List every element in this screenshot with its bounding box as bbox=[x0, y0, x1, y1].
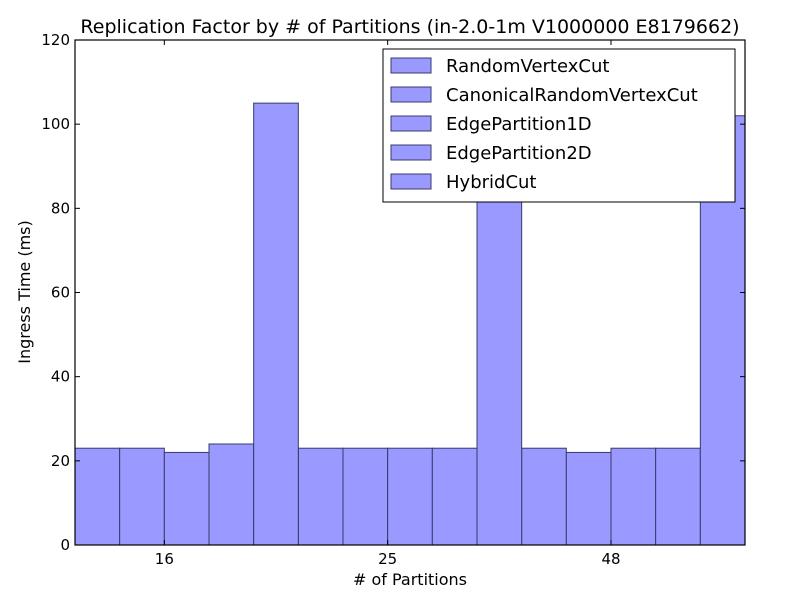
legend-swatch bbox=[390, 86, 432, 103]
bar-RandomVertexCut-48 bbox=[521, 447, 567, 546]
bar-RandomVertexCut-25 bbox=[297, 447, 344, 546]
y-tick-label: 80 bbox=[51, 199, 70, 217]
legend-label: HybridCut bbox=[446, 172, 536, 193]
bar-HybridCut-16 bbox=[253, 102, 299, 546]
x-tick-label: 16 bbox=[155, 550, 174, 568]
x-tick-label: 25 bbox=[378, 550, 397, 568]
y-tick-label: 40 bbox=[51, 368, 70, 386]
x-tick-label: 48 bbox=[601, 550, 620, 568]
bar-EdgePartition1D-25 bbox=[387, 447, 433, 546]
legend-swatch bbox=[390, 115, 432, 132]
legend: RandomVertexCut CanonicalRandomVertexCut E… bbox=[382, 48, 736, 203]
y-axis: 0 20 40 60 80 100 120 bbox=[41, 31, 745, 554]
bar-EdgePartition2D-16 bbox=[208, 443, 255, 546]
y-tick-label: 100 bbox=[41, 115, 70, 133]
legend-swatch bbox=[390, 144, 432, 161]
bar-CanonicalRandomVertexCut-48 bbox=[565, 451, 612, 546]
bar-CanonicalRandomVertexCut-25 bbox=[342, 447, 389, 546]
legend-swatch bbox=[390, 173, 432, 190]
y-tick-label: 0 bbox=[60, 536, 70, 554]
legend-label: EdgePartition1D bbox=[446, 114, 592, 135]
legend-label: EdgePartition2D bbox=[446, 143, 592, 164]
bar-RandomVertexCut-16 bbox=[74, 447, 121, 546]
bar-EdgePartition1D-16 bbox=[163, 451, 210, 546]
chart-title: Replication Factor by # of Partitions (i… bbox=[80, 16, 739, 38]
bar-CanonicalRandomVertexCut-16 bbox=[119, 447, 165, 546]
bar-EdgePartition2D-25 bbox=[431, 447, 478, 546]
bar-HybridCut-25 bbox=[476, 178, 523, 546]
y-tick-label: 120 bbox=[41, 31, 70, 49]
y-tick-label: 20 bbox=[51, 452, 70, 470]
bars-group bbox=[74, 102, 746, 546]
x-axis: 16 25 48 bbox=[155, 40, 621, 568]
y-axis-label: Ingress Time (ms) bbox=[15, 220, 34, 364]
legend-label: CanonicalRandomVertexCut bbox=[446, 85, 698, 106]
legend-label: RandomVertexCut bbox=[446, 56, 609, 77]
bar-EdgePartition1D-48 bbox=[610, 447, 657, 546]
bar-EdgePartition2D-48 bbox=[655, 447, 701, 546]
y-tick-label: 60 bbox=[51, 284, 70, 302]
legend-box bbox=[382, 48, 736, 203]
legend-swatch bbox=[390, 57, 432, 74]
x-axis-label: # of Partitions bbox=[353, 570, 467, 589]
